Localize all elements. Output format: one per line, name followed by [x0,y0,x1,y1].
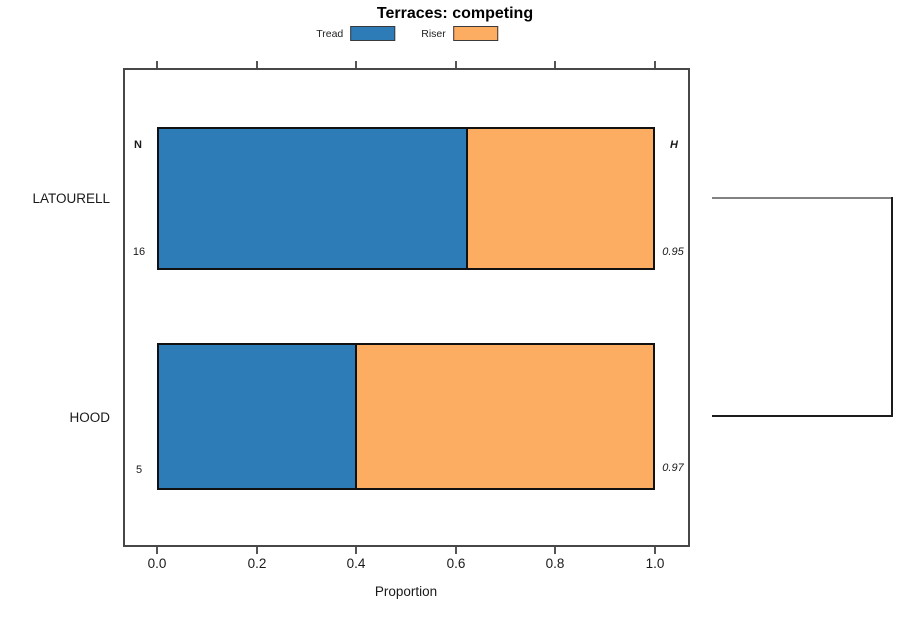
x-axis-tick [156,547,158,554]
x-axis-tick-top [156,61,158,68]
plot-area [123,68,690,547]
x-axis-tick [554,547,556,554]
bracket-line-latourell [712,197,892,199]
bar-segment-tread [159,345,357,488]
x-axis-tick-top [554,61,556,68]
x-axis-tick-label: 0.4 [346,556,366,571]
legend-item-tread: Tread [316,26,396,41]
x-axis-tick-label: 1.0 [645,556,665,571]
bracket-line-hood [712,415,893,417]
bar-segment-tread [159,129,468,268]
x-axis-tick-top [455,61,457,68]
n-value-hood: 5 [135,464,143,476]
legend: Tread Riser [316,26,498,41]
x-axis-tick [355,547,357,554]
n-value-latourell: 16 [132,246,146,258]
x-axis-tick-label: 0.0 [147,556,167,571]
y-category-label-latourell: LATOURELL [32,191,110,206]
x-axis-tick-top [355,61,357,68]
x-axis-tick-top [654,61,656,68]
legend-item-riser: Riser [421,26,498,41]
x-axis-title: Proportion [374,584,438,599]
x-axis-tick-label: 0.6 [446,556,466,571]
x-axis-tick [654,547,656,554]
legend-label-tread: Tread [316,27,344,40]
legend-swatch-tread [350,26,396,41]
x-axis-tick [256,547,258,554]
legend-label-riser: Riser [421,27,446,40]
legend-swatch-riser [452,26,498,41]
h-value-hood: 0.97 [662,462,684,474]
x-axis-tick-top [256,61,258,68]
n-column-header: N [134,139,142,151]
h-value-latourell: 0.95 [662,246,684,258]
stacked-bar-latourell [157,127,655,270]
chart-title: Terraces: competing [376,5,534,22]
bracket-join-line [891,197,893,417]
y-category-label-hood: HOOD [69,410,111,425]
bar-segment-riser [467,129,653,268]
stacked-bar-hood [157,343,655,490]
x-axis-tick-label: 0.2 [247,556,267,571]
x-axis-tick [455,547,457,554]
bar-segment-riser [356,345,653,488]
h-column-header: H [670,139,678,151]
x-axis-tick-label: 0.8 [545,556,565,571]
